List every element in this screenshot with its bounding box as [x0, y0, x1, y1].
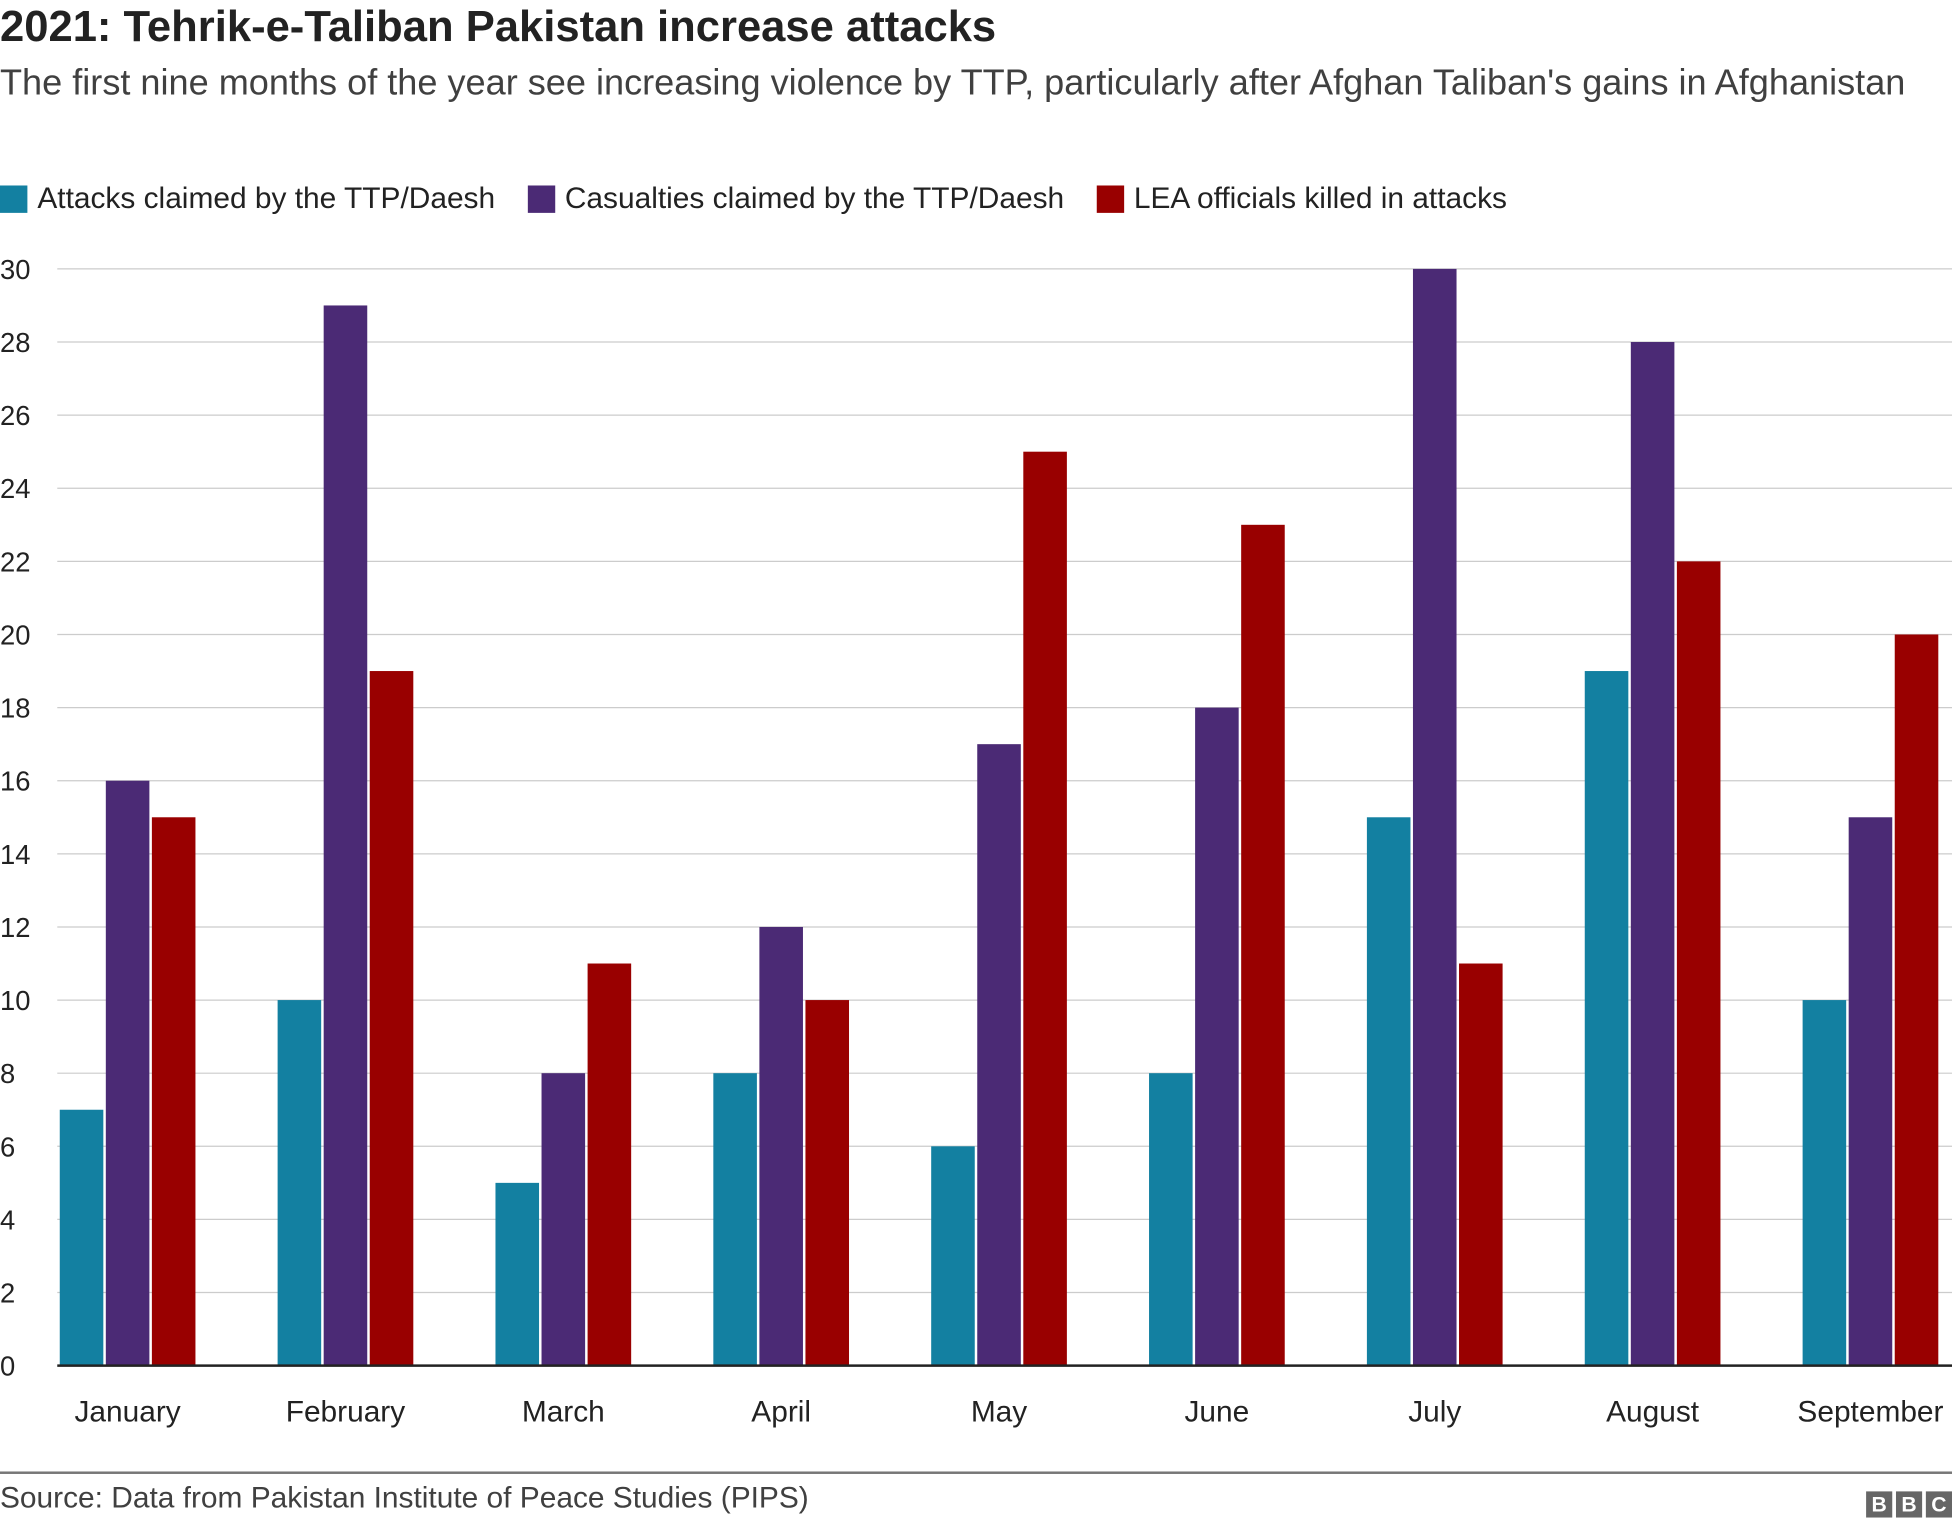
y-tick-label: 16 [0, 766, 30, 797]
y-tick-label: 22 [0, 546, 30, 577]
legend-label: LEA officials killed in attacks [1133, 181, 1507, 216]
bar-attacks-claimed-by-the-ttp-daesh-march [495, 1182, 540, 1366]
bar-casualties-claimed-by-the-ttp-daesh-august [1630, 342, 1675, 1366]
bar-lea-officials-killed-in-attacks-march [587, 963, 632, 1366]
x-tick-label: January [74, 1396, 180, 1429]
legend-item-casualties: Casualties claimed by the TTP/Daesh [527, 182, 1064, 217]
y-tick-label: 28 [0, 327, 30, 358]
bar-lea-officials-killed-in-attacks-may [1023, 451, 1067, 1366]
bar-lea-officials-killed-in-attacks-september [1894, 634, 1939, 1366]
bar-casualties-claimed-by-the-ttp-daesh-june [1195, 707, 1239, 1366]
x-tick-label: April [751, 1396, 811, 1429]
y-tick-label: 2 [0, 1277, 15, 1308]
bar-casualties-claimed-by-the-ttp-daesh-february [323, 305, 368, 1366]
y-tick-label: 24 [0, 473, 30, 504]
x-tick-label: July [1408, 1396, 1461, 1429]
bar-attacks-claimed-by-the-ttp-daesh-september [1802, 1000, 1847, 1366]
legend: Attacks claimed by the TTP/Daesh Casualt… [0, 182, 1507, 217]
chart-title: 2021: Tehrik-e-Taliban Pakistan increase… [0, 2, 997, 52]
bar-attacks-claimed-by-the-ttp-daesh-june [1149, 1073, 1193, 1366]
y-tick-label: 26 [0, 400, 30, 431]
bar-attacks-claimed-by-the-ttp-daesh-april [713, 1073, 757, 1366]
x-tick-label: May [971, 1396, 1027, 1429]
legend-label: Casualties claimed by the TTP/Daesh [564, 181, 1065, 216]
source-note: Source: Data from Pakistan Institute of … [0, 1481, 809, 1516]
bar-lea-officials-killed-in-attacks-april [805, 1000, 850, 1366]
legend-swatch [527, 185, 555, 213]
chart-subtitle: The first nine months of the year see in… [0, 63, 1906, 104]
bar-casualties-claimed-by-the-ttp-daesh-january [105, 780, 150, 1366]
x-tick-label: September [1797, 1396, 1943, 1429]
legend-label: Attacks claimed by the TTP/Daesh [37, 181, 496, 216]
bar-attacks-claimed-by-the-ttp-daesh-january [59, 1109, 104, 1366]
y-tick-label: 6 [0, 1131, 15, 1162]
x-tick-label: June [1185, 1396, 1250, 1429]
y-tick-label: 30 [0, 254, 30, 285]
bar-casualties-claimed-by-the-ttp-daesh-march [541, 1073, 586, 1366]
bar-attacks-claimed-by-the-ttp-daesh-july [1366, 817, 1411, 1366]
bar-attacks-claimed-by-the-ttp-daesh-february [277, 1000, 322, 1366]
y-tick-label: 14 [0, 839, 30, 870]
bar-lea-officials-killed-in-attacks-august [1676, 561, 1721, 1366]
x-tick-label: February [286, 1396, 406, 1429]
bar-casualties-claimed-by-the-ttp-daesh-september [1848, 817, 1893, 1366]
bar-casualties-claimed-by-the-ttp-daesh-may [977, 744, 1021, 1366]
x-tick-label: August [1606, 1396, 1700, 1429]
y-tick-label: 4 [0, 1204, 15, 1235]
legend-swatch [0, 185, 28, 213]
bar-lea-officials-killed-in-attacks-january [151, 817, 196, 1366]
bar-casualties-claimed-by-the-ttp-daesh-april [759, 926, 803, 1366]
legend-item-lea-killed: LEA officials killed in attacks [1096, 181, 1507, 217]
bar-casualties-claimed-by-the-ttp-daesh-july [1412, 268, 1457, 1366]
bar-lea-officials-killed-in-attacks-june [1241, 524, 1285, 1366]
bar-attacks-claimed-by-the-ttp-daesh-may [931, 1146, 975, 1366]
bar-lea-officials-killed-in-attacks-july [1459, 963, 1503, 1366]
y-tick-label: 12 [0, 912, 30, 943]
footer-divider [0, 1471, 1952, 1474]
legend-swatch [1096, 185, 1124, 213]
bar-attacks-claimed-by-the-ttp-daesh-august [1584, 671, 1629, 1366]
y-tick-label: 20 [0, 619, 30, 650]
y-tick-label: 8 [0, 1058, 15, 1089]
x-tick-label: March [522, 1396, 605, 1429]
y-tick-label: 0 [0, 1351, 15, 1382]
bar-lea-officials-killed-in-attacks-february [369, 671, 414, 1366]
y-tick-label: 18 [0, 693, 30, 724]
y-tick-label: 10 [0, 985, 30, 1016]
legend-item-attacks: Attacks claimed by the TTP/Daesh [0, 182, 495, 217]
